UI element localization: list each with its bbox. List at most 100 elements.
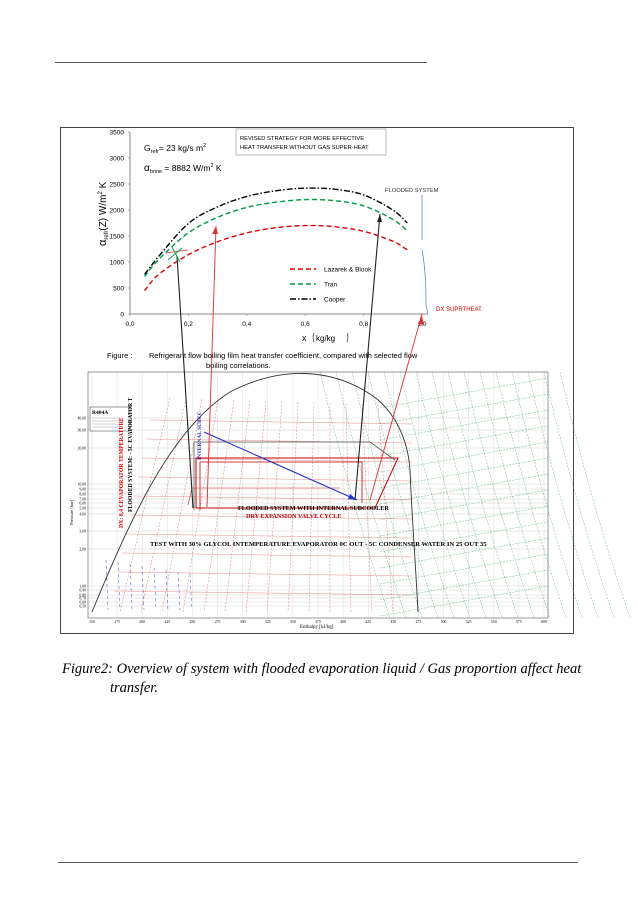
quality-line: [287, 401, 299, 613]
isentrope-line: [511, 371, 583, 619]
y-tick-label: 3500: [110, 130, 125, 137]
isentrope-line: [415, 371, 487, 619]
legend: Lazarek & Blook Tran Cooper: [290, 267, 372, 304]
pressure-tick-label: 0,70: [79, 597, 86, 602]
brine-coefficient-annotation: αbrine = 8882 W/m2 K: [144, 163, 222, 175]
isochore-line: [379, 489, 549, 521]
isentrope-line: [495, 371, 567, 619]
series-line-tran: [144, 198, 408, 278]
strategy-line-2: HEAT TRANSFER WITHOUT GAS SUPER-HEAT: [240, 145, 369, 151]
series-line-cooper: [144, 187, 408, 275]
isentrope-line: [559, 371, 631, 619]
x-axis-label: x kg/kg: [302, 332, 349, 343]
strategy-box: [235, 128, 387, 156]
pressure-tick-label: 40,00: [77, 417, 86, 422]
enthalpy-tick-label: 525: [466, 620, 472, 624]
enthalpy-tick-label: 200: [139, 620, 145, 624]
top-rule: [55, 62, 427, 63]
dx-evaporator-label: DX: 8,4 CEVAPORATOR TEMPERATURE: [119, 417, 125, 528]
enthalpy-tick-label: 325: [265, 620, 271, 624]
x-tick-label: 0,4: [242, 321, 251, 328]
x-tick-label: 0,6: [301, 321, 310, 328]
enthalpy-tick-label: 225: [164, 620, 170, 624]
enthalpy-tick-label: 400: [340, 620, 346, 624]
isenthalpic-marker: [153, 567, 157, 611]
isentrope-line: [527, 371, 599, 619]
heat-transfer-chart: 0 500 1000 1500 2000 2500 3000 3500 0,0 0,2 0,4 0,…: [97, 128, 482, 370]
x-axis-title: Enthalpy [kJ/kg]: [300, 625, 334, 630]
isochore-line: [379, 473, 549, 505]
isochore-line: [379, 553, 549, 585]
isenthalpic-marker: [165, 569, 169, 611]
pressure-tick-label: 0,80: [79, 594, 86, 599]
isenthalpic-marker: [177, 571, 181, 611]
quality-line: [245, 400, 267, 613]
isochore-line: [379, 505, 549, 537]
isenthalpic-marker: [117, 561, 121, 611]
isentrope-line: [431, 371, 503, 619]
pressure-tick-label: 2,00: [79, 548, 86, 553]
enthalpy-tick-label: 175: [114, 620, 120, 624]
saturated-vapor-line: [409, 469, 419, 613]
isotherm-line: [129, 514, 413, 520]
enthalpy-tick-label: 350: [290, 620, 296, 624]
flooded-evaporator-label: FLOODED SYSTEM: - 5C EVAPORATOR T: [128, 397, 134, 512]
isentrope-line: [335, 371, 407, 619]
isentrope-line: [479, 371, 551, 619]
quality-line: [377, 404, 394, 613]
mass-flux-annotation: Grefr= 23 kg/s m2: [144, 143, 206, 155]
enthalpy-tick-label: 500: [441, 620, 447, 624]
enthalpy-tick-label: 600: [541, 620, 547, 624]
y-axis-title: Pressure [bar]: [69, 499, 74, 525]
strategy-line-1: REVISED STRATEGY FOR MORE EFFECTIVE: [240, 136, 364, 142]
enthalpy-tick-label: 300: [240, 620, 246, 624]
y-axis-label: αrefr(Z) W/m2 K: [97, 181, 110, 246]
chart-caption-line-1: Refrigerant flow boiling film heat trans…: [149, 351, 418, 360]
quality-line: [182, 399, 219, 613]
chart-caption-line-2: boiling correlations.: [206, 361, 271, 370]
y-tick-label: 500: [113, 286, 124, 293]
pressure-tick-label: 1,00: [79, 585, 86, 590]
y-tick-label: 0: [120, 312, 124, 319]
isentrope-line: [399, 371, 471, 619]
pressure-tick-label: 3,00: [79, 530, 86, 535]
dx-superheat-label: DX SUPRTHEAT: [436, 307, 482, 313]
isochore-line: [379, 521, 549, 553]
chart-caption-label: Figure :: [107, 351, 132, 360]
isenthalpic-marker: [141, 565, 145, 611]
pressure-tick-label: 7,00: [79, 498, 86, 503]
figure-caption-line-2: transfer.: [110, 680, 158, 696]
isotherm-line: [117, 571, 413, 577]
pressure-tick-label: 4,00: [79, 513, 86, 518]
isochore-line: [379, 441, 549, 473]
isotherm-line: [149, 419, 413, 425]
legend-entry: Cooper: [324, 297, 346, 304]
quality-line: [203, 399, 235, 613]
pressure-tick-label: 8,00: [79, 493, 86, 498]
y-tick-label: 3000: [110, 156, 125, 163]
pressure-enthalpy-diagram: 40,00 30,00 20,00 10,009,008,007,006,005,00…: [69, 371, 631, 630]
isochore-line: [379, 537, 549, 569]
legend-entry: Tran: [324, 282, 338, 289]
dry-expansion-note: DRY EXPANSION VALVE CYCLE: [246, 513, 341, 520]
x-tick-label: 0,8: [359, 321, 368, 328]
pressure-tick-label: 20,00: [77, 447, 86, 452]
enthalpy-tick-label: 425: [365, 620, 371, 624]
pressure-tick-label: 6,00: [79, 502, 86, 507]
pressure-tick-label: 0,90: [79, 589, 86, 594]
isochore-line: [379, 393, 549, 425]
quality-line: [140, 398, 187, 613]
y-tick-label: 1500: [110, 234, 125, 241]
pressure-tick-label: 5,00: [79, 507, 86, 512]
x-tick-label: 0,0: [125, 321, 134, 328]
bottom-rule: [58, 862, 578, 863]
isentrope-line: [351, 371, 423, 619]
pressure-tick-label: 30,00: [77, 429, 86, 434]
isochore-line: [379, 585, 549, 617]
internal-subcooler-label: INTERNAL SUBCC: [197, 411, 203, 460]
enthalpy-tick-label: 250: [190, 620, 196, 624]
y-tick-label: 1000: [110, 260, 125, 267]
enthalpy-tick-label: 450: [390, 620, 396, 624]
legend-entry: Lazarek & Blook: [324, 267, 372, 274]
enthalpy-tick-label: 275: [215, 620, 221, 624]
